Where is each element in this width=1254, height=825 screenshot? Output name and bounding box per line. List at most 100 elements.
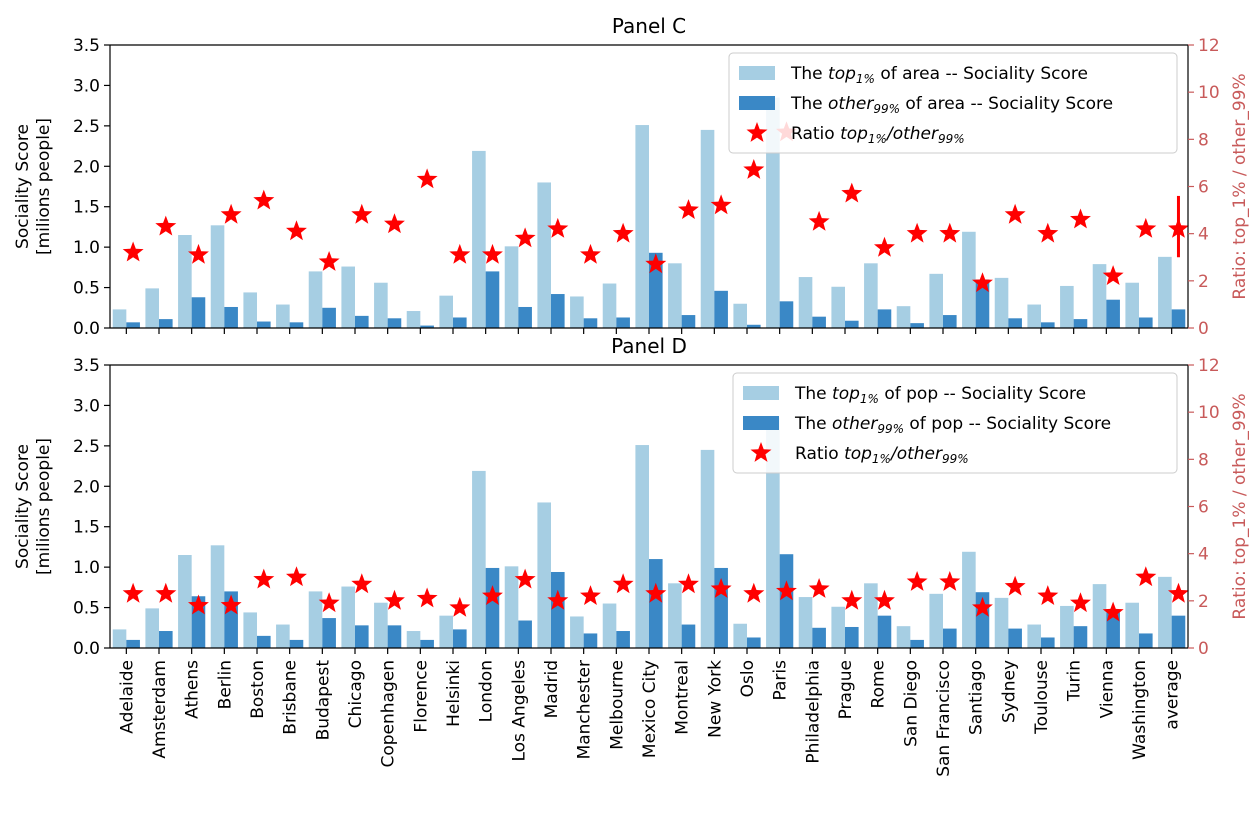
bar-top-1 <box>145 288 159 328</box>
bar-other-15 <box>616 317 630 328</box>
x-tick-label: Los Angeles <box>509 660 529 762</box>
y-axis-label-line2: [milions people] <box>34 118 54 255</box>
y2-axis-label: Ratio: top_1% / other_99% <box>1230 393 1250 619</box>
ratio-star-12 <box>514 568 536 589</box>
ratio-star-13 <box>547 217 569 238</box>
bar-top-28 <box>1027 304 1041 328</box>
ratio-star-28 <box>1037 585 1059 605</box>
bar-other-25 <box>943 315 957 328</box>
y-tick-label: 1.5 <box>73 518 100 538</box>
bar-top-8 <box>374 602 388 648</box>
ratio-star-0 <box>122 582 144 603</box>
ratio-star-17 <box>678 199 699 219</box>
y2-tick-label: 10 <box>1198 83 1220 103</box>
x-tick-label: Chicago <box>346 660 366 728</box>
ratio-star-9 <box>416 168 438 189</box>
bar-other-30 <box>1106 299 1120 328</box>
x-tick-label: Santiago <box>967 660 987 735</box>
y-tick-label: 2.0 <box>73 157 100 177</box>
legend-marker-ratio <box>750 442 772 462</box>
bar-other-9 <box>420 639 434 648</box>
bar-top-13 <box>537 182 551 328</box>
bar-other-25 <box>943 628 957 648</box>
y2-tick-label: 2 <box>1198 592 1209 612</box>
bar-other-22 <box>845 626 859 648</box>
bar-top-21 <box>798 277 813 328</box>
bar-top-17 <box>668 263 682 328</box>
ratio-star-8 <box>384 589 405 610</box>
y2-tick-label: 0 <box>1198 639 1209 659</box>
bar-other-31 <box>1139 633 1153 648</box>
legend-label-other: The other99% of area -- Sociality Score <box>790 94 1113 116</box>
legend-frame <box>728 52 1178 154</box>
y-tick-label: 3.5 <box>73 356 100 376</box>
bar-other-1 <box>159 631 173 648</box>
y2-tick-label: 6 <box>1198 498 1209 518</box>
bar-top-5 <box>276 624 290 648</box>
y-tick-label: 0.5 <box>73 279 100 299</box>
ratio-star-22 <box>841 589 863 610</box>
bar-top-7 <box>341 586 355 648</box>
bar-other-4 <box>257 321 271 328</box>
x-tick-label: Turin <box>1065 660 1085 702</box>
ratio-star-7 <box>351 203 373 224</box>
bar-other-19 <box>747 637 761 648</box>
bar-top-32 <box>1158 576 1172 648</box>
ratio-star-8 <box>384 213 405 234</box>
bar-top-18 <box>700 129 715 328</box>
bar-other-26 <box>975 279 990 328</box>
x-tick-label: Montreal <box>673 660 693 735</box>
ratio-star-27 <box>1004 203 1026 224</box>
y2-tick-label: 12 <box>1198 356 1220 376</box>
bar-top-22 <box>831 606 845 648</box>
ratio-star-24 <box>906 222 928 243</box>
bar-other-6 <box>322 618 336 648</box>
legend-label-other: The other99% of pop -- Sociality Score <box>794 414 1111 436</box>
bar-top-22 <box>831 286 845 328</box>
bar-top-26 <box>962 551 976 648</box>
bar-other-22 <box>845 320 859 328</box>
x-tick-label: Berlin <box>215 660 235 709</box>
bar-other-18 <box>714 290 728 328</box>
ratio-star-30 <box>1102 265 1124 285</box>
legend-frame <box>732 372 1178 474</box>
bar-other-24 <box>910 639 924 648</box>
bar-top-4 <box>243 612 257 648</box>
ratio-star-20 <box>776 580 797 601</box>
ratio-star-32 <box>1168 217 1189 238</box>
legend: The top1% of pop -- Sociality Score The o… <box>732 372 1178 474</box>
bar-other-16 <box>649 252 663 328</box>
ratio-star-1 <box>155 215 177 236</box>
y-axis-label-line2: [milions people] <box>34 438 54 575</box>
legend-label-ratio: Ratio top1%/other99% <box>791 124 965 146</box>
bar-top-10 <box>439 295 453 328</box>
y-tick-label: 0.0 <box>73 319 100 339</box>
bar-top-30 <box>1092 584 1107 648</box>
bar-other-11 <box>485 271 500 328</box>
ratio-star-22 <box>841 182 863 203</box>
legend-swatch-top <box>739 66 775 80</box>
x-tick-label: Amsterdam <box>150 660 170 759</box>
ratio-star-5 <box>286 220 307 241</box>
bar-other-2 <box>191 297 206 328</box>
ratio-star-5 <box>286 566 307 587</box>
y2-tick-label: 12 <box>1198 36 1220 56</box>
y2-tick-label: 6 <box>1198 178 1209 198</box>
ratio-star-31 <box>1135 217 1157 238</box>
y-tick-label: 3.0 <box>73 396 100 416</box>
bar-top-29 <box>1060 605 1074 648</box>
ratio-star-13 <box>547 589 569 610</box>
legend-swatch-other <box>743 416 779 430</box>
ratio-star-31 <box>1135 566 1157 587</box>
ratio-star-32 <box>1168 582 1189 603</box>
bar-top-11 <box>472 150 486 328</box>
x-tick-label: Vienna <box>1097 660 1117 718</box>
bar-other-12 <box>518 306 532 328</box>
ratio-star-11 <box>482 243 503 264</box>
x-tick-label: Rome <box>869 660 889 708</box>
bar-top-23 <box>864 583 878 648</box>
bar-other-7 <box>355 315 369 328</box>
ratio-star-30 <box>1102 601 1124 622</box>
x-tick-label: Oslo <box>738 660 758 697</box>
bar-top-16 <box>635 125 649 328</box>
